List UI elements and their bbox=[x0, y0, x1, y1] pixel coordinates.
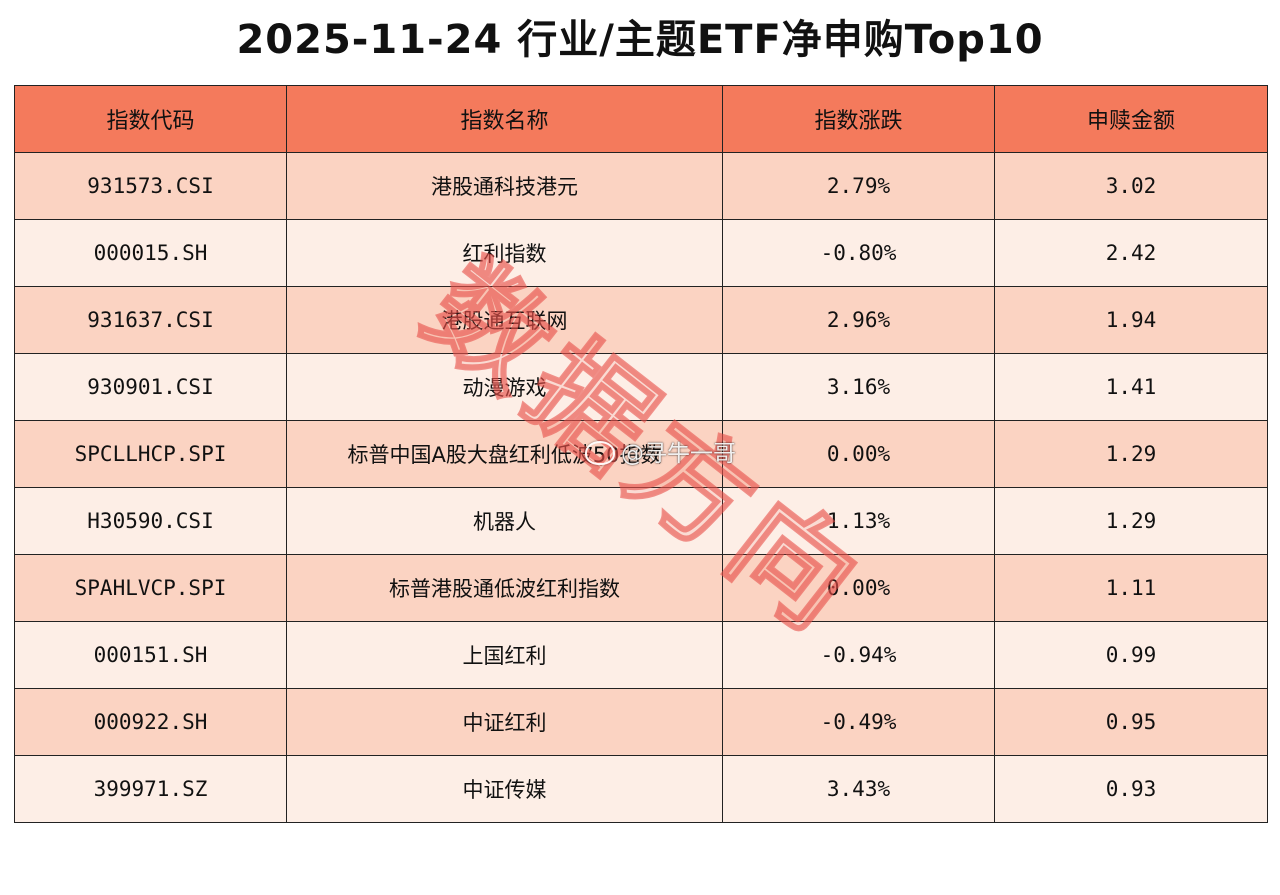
cell-index-name: 中证传媒 bbox=[286, 755, 723, 823]
cell-amount: 1.41 bbox=[994, 353, 1268, 421]
table-row: 931573.CSI 港股通科技港元 2.79% 3.02 bbox=[14, 152, 1268, 220]
table-row: 930901.CSI 动漫游戏 3.16% 1.41 bbox=[14, 353, 1268, 421]
cell-amount: 1.29 bbox=[994, 487, 1268, 555]
table-row: 931637.CSI 港股通互联网 2.96% 1.94 bbox=[14, 286, 1268, 354]
cell-index-change: 2.79% bbox=[722, 152, 995, 220]
cell-index-name: 港股通互联网 bbox=[286, 286, 723, 354]
cell-index-change: -0.80% bbox=[722, 219, 995, 287]
cell-amount: 1.94 bbox=[994, 286, 1268, 354]
cell-index-name: 红利指数 bbox=[286, 219, 723, 287]
table-row: 000151.SH 上国红利 -0.94% 0.99 bbox=[14, 621, 1268, 689]
cell-index-change: 1.13% bbox=[722, 487, 995, 555]
table-row: 399971.SZ 中证传媒 3.43% 0.93 bbox=[14, 755, 1268, 823]
cell-amount: 0.95 bbox=[994, 688, 1268, 756]
cell-index-code: 930901.CSI bbox=[14, 353, 287, 421]
chart-title: 2025-11-24 行业/主题ETF净申购Top10 bbox=[236, 17, 1044, 63]
cell-amount: 2.42 bbox=[994, 219, 1268, 287]
table-row: SPAHLVCP.SPI 标普港股通低波红利指数 0.00% 1.11 bbox=[14, 554, 1268, 622]
cell-index-name: 上国红利 bbox=[286, 621, 723, 689]
table-row: H30590.CSI 机器人 1.13% 1.29 bbox=[14, 487, 1268, 555]
column-header-code: 指数代码 bbox=[14, 85, 287, 153]
cell-index-name: 动漫游戏 bbox=[286, 353, 723, 421]
cell-index-code: SPAHLVCP.SPI bbox=[14, 554, 287, 622]
cell-index-code: 000922.SH bbox=[14, 688, 287, 756]
cell-index-name: 中证红利 bbox=[286, 688, 723, 756]
cell-amount: 3.02 bbox=[994, 152, 1268, 220]
cell-index-code: 931637.CSI bbox=[14, 286, 287, 354]
column-header-change: 指数涨跌 bbox=[722, 85, 995, 153]
cell-amount: 1.29 bbox=[994, 420, 1268, 488]
cell-index-change: 0.00% bbox=[722, 554, 995, 622]
cell-amount: 1.11 bbox=[994, 554, 1268, 622]
table-body: 931573.CSI 港股通科技港元 2.79% 3.02 000015.SH 红利指数 -… bbox=[14, 152, 1268, 823]
cell-index-code: 000151.SH bbox=[14, 621, 287, 689]
table-row: 000922.SH 中证红利 -0.49% 0.95 bbox=[14, 688, 1268, 756]
cell-amount: 0.99 bbox=[994, 621, 1268, 689]
table-header-row: 指数代码 指数名称 指数涨跌 申赎金额 bbox=[14, 85, 1268, 153]
cell-index-code: 931573.CSI bbox=[14, 152, 287, 220]
table-row: SPCLLHCP.SPI 标普中国A股大盘红利低波50指数 0.00% 1.29 bbox=[14, 420, 1268, 488]
cell-index-name: 港股通科技港元 bbox=[286, 152, 723, 220]
cell-index-code: 399971.SZ bbox=[14, 755, 287, 823]
cell-index-code: H30590.CSI bbox=[14, 487, 287, 555]
cell-index-change: 3.43% bbox=[722, 755, 995, 823]
column-header-amount: 申赎金额 bbox=[994, 85, 1268, 153]
table-row: 000015.SH 红利指数 -0.80% 2.42 bbox=[14, 219, 1268, 287]
cell-amount: 0.93 bbox=[994, 755, 1268, 823]
column-header-name: 指数名称 bbox=[286, 85, 723, 153]
cell-index-change: 0.00% bbox=[722, 420, 995, 488]
cell-index-code: 000015.SH bbox=[14, 219, 287, 287]
cell-index-change: -0.94% bbox=[722, 621, 995, 689]
cell-index-code: SPCLLHCP.SPI bbox=[14, 420, 287, 488]
etf-table: 指数代码 指数名称 指数涨跌 申赎金额 931573.CSI 港股通科技港元 2.7… bbox=[14, 85, 1268, 823]
cell-index-change: -0.49% bbox=[722, 688, 995, 756]
cell-index-change: 2.96% bbox=[722, 286, 995, 354]
cell-index-name: 标普中国A股大盘红利低波50指数 bbox=[286, 420, 723, 488]
cell-index-change: 3.16% bbox=[722, 353, 995, 421]
cell-index-name: 机器人 bbox=[286, 487, 723, 555]
cell-index-name: 标普港股通低波红利指数 bbox=[286, 554, 723, 622]
